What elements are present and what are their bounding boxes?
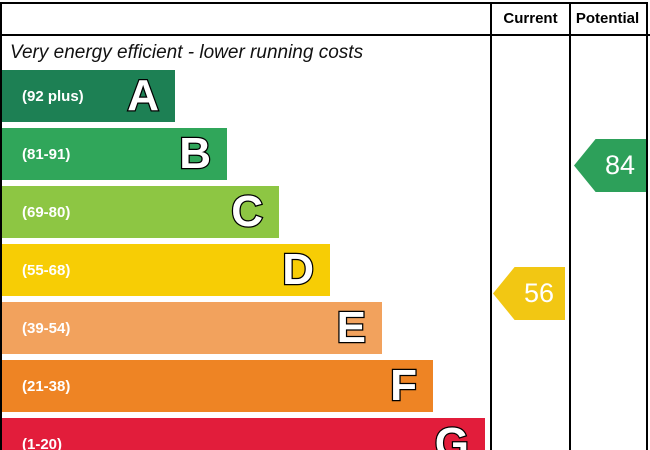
band-range-label: (69-80) (22, 203, 71, 221)
very-efficient-caption: Very energy efficient - lower running co… (10, 42, 364, 63)
band-row-A: (92 plus) A (2, 70, 175, 122)
potential-column-divider (569, 2, 571, 450)
band-row-E: (39-54) E (2, 302, 382, 354)
potential-column-header: Potential (575, 10, 640, 27)
band-range-label: (92 plus) (22, 87, 84, 105)
band-row-F: (21-38) F (2, 360, 433, 412)
band-row-C: (69-80) C (2, 186, 279, 238)
current-column-divider (490, 2, 492, 450)
band-row-B: (81-91) B (2, 128, 227, 180)
band-range-label: (55-68) (22, 261, 71, 279)
rating-bands: (92 plus) A (81-91) B (69-80) C (55-68) D (39-54… (2, 70, 485, 450)
band-letter: A (126, 71, 160, 120)
potential-rating-arrow: 84 (574, 139, 646, 192)
band-letter: C (230, 187, 264, 236)
current-column-header: Current (503, 10, 558, 27)
band-range-label: (1-20) (22, 435, 63, 450)
current-rating-arrow: 56 (493, 267, 565, 320)
band-letter: E (335, 303, 367, 352)
band-letter: D (281, 245, 315, 294)
header-bottom-line (0, 34, 650, 36)
band-letter: F (389, 361, 418, 410)
band-row-D: (55-68) D (2, 244, 330, 296)
band-row-G: (1-20) G (2, 418, 485, 450)
band-letter: B (178, 129, 212, 178)
current-rating-value: 56 (523, 278, 555, 308)
potential-rating-value: 84 (604, 150, 636, 180)
band-range-label: (81-91) (22, 145, 71, 163)
band-range-label: (39-54) (22, 319, 71, 337)
band-letter: G (434, 419, 471, 450)
band-range-label: (21-38) (22, 377, 71, 395)
